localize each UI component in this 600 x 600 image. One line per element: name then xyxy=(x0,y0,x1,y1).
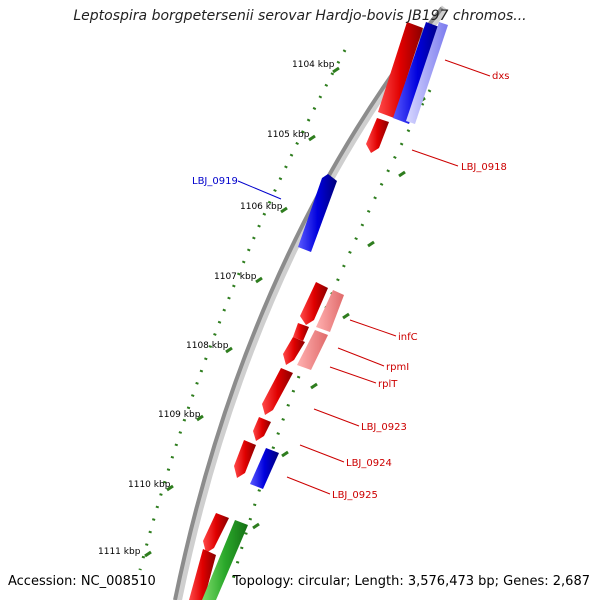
gene-lbj0919-arrow[interactable] xyxy=(298,174,337,252)
gene-label-lbj0925[interactable]: LBJ_0925 xyxy=(332,490,378,501)
gene-lbj0925-arrow[interactable] xyxy=(234,440,256,478)
tick-label: 1110 kbp xyxy=(128,480,171,490)
tick-mark xyxy=(398,170,406,178)
major-ticks xyxy=(144,66,426,558)
gene-lbj0924-arrow[interactable] xyxy=(253,417,271,441)
gene-lbj0918-arrow[interactable] xyxy=(366,118,389,153)
callout-line-dxs xyxy=(444,59,491,77)
tick-label: 1104 kbp xyxy=(292,60,335,70)
gene-dxs-partner-arrow[interactable] xyxy=(393,22,442,124)
callout-line-infc xyxy=(349,319,397,337)
accession-text: Accession: NC_008510 xyxy=(8,574,156,589)
tick-label: 1107 kbp xyxy=(214,272,257,282)
tick-label: 1105 kbp xyxy=(267,130,310,140)
tick-mark xyxy=(225,346,233,354)
gene-label-lbj0918[interactable]: LBJ_0918 xyxy=(461,162,507,173)
tick-label: 1109 kbp xyxy=(158,410,201,420)
callout-line-lbj0923 xyxy=(313,408,360,427)
callout-line-lbj0918 xyxy=(411,149,459,167)
tick-mark xyxy=(310,382,318,390)
gene-features xyxy=(189,22,448,600)
gene-rpmi-block[interactable] xyxy=(293,323,309,341)
gene-labels: dxs LBJ_0918 LBJ_0919 infC rpmI rplT LBJ… xyxy=(192,71,509,501)
gene-lbj0923-arrow[interactable] xyxy=(262,368,293,415)
gene-label-rpmi[interactable]: rpmI xyxy=(386,362,409,373)
callout-line-rpmi xyxy=(337,347,385,367)
callout-line-lbj0924 xyxy=(299,444,345,463)
gene-label-lbj0923[interactable]: LBJ_0923 xyxy=(361,422,407,433)
gene-rpmi-arrow[interactable] xyxy=(283,337,305,365)
tick-label: 1111 kbp xyxy=(98,547,141,557)
tick-arc xyxy=(138,49,347,571)
tick-mark xyxy=(280,206,288,214)
gene-label-dxs[interactable]: dxs xyxy=(492,71,509,82)
gene-dxs-arrow[interactable] xyxy=(378,22,423,118)
gene-dxs-highlight xyxy=(406,22,448,124)
tick-mark xyxy=(281,450,289,458)
tick-mark xyxy=(144,550,152,558)
callout-lines xyxy=(237,59,491,495)
tick-mark xyxy=(196,414,204,422)
gene-label-lbj0924[interactable]: LBJ_0924 xyxy=(346,458,392,469)
callout-line-rplt xyxy=(329,366,377,384)
gene-label-lbj0919[interactable]: LBJ_0919 xyxy=(192,176,238,187)
gene-bottom-arrow-2[interactable] xyxy=(189,549,216,600)
gene-lbj0925-partner[interactable] xyxy=(250,448,279,489)
gene-infc-partner[interactable] xyxy=(316,290,344,332)
gene-infc-arrow[interactable] xyxy=(300,282,328,325)
tick-mark xyxy=(255,276,263,284)
tick-mark xyxy=(342,312,350,320)
tick-labels: 1104 kbp 1105 kbp 1106 kbp 1107 kbp 1108… xyxy=(98,60,335,557)
tick-mark xyxy=(332,66,340,74)
gene-green-1[interactable] xyxy=(202,520,248,600)
gene-rplt-block[interactable] xyxy=(297,330,328,370)
map-title: Leptospira borgpetersenii serovar Hardjo… xyxy=(73,8,527,24)
topology-text: Topology: circular; Length: 3,576,473 bp… xyxy=(232,574,590,589)
gene-bottom-arrow-1[interactable] xyxy=(203,513,229,553)
tick-mark xyxy=(308,134,316,142)
tick-mark xyxy=(166,484,174,492)
callout-line-lbj0919 xyxy=(237,180,282,200)
tick-mark xyxy=(252,522,260,530)
callout-line-lbj0925 xyxy=(286,476,331,495)
gene-label-rplt[interactable]: rplT xyxy=(378,379,398,390)
tick-mark xyxy=(367,240,375,248)
tick-label: 1106 kbp xyxy=(240,202,283,212)
tick-label: 1108 kbp xyxy=(186,341,229,351)
gene-label-infc[interactable]: infC xyxy=(398,332,418,343)
